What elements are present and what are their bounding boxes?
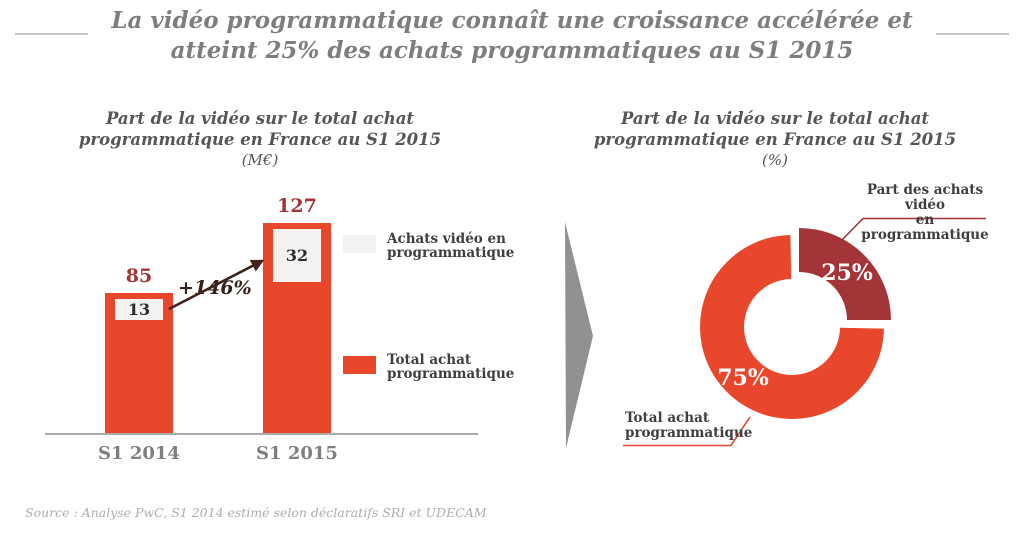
donut-chart-title-line2: programmatique en France au S1 2015: [593, 130, 957, 149]
donut-chart-unit: (%): [762, 151, 788, 169]
donut-label-video-pct: 25%: [821, 260, 873, 286]
legend-item-video: Achats vidéo en programmatique: [343, 232, 514, 260]
legend-swatch-total: [343, 356, 376, 374]
x-axis-line: [45, 433, 478, 435]
transition-arrow-icon: [565, 222, 593, 448]
source-note: Source : Analyse PwC, S1 2014 estimé sel…: [25, 505, 487, 520]
main-title-line2: atteint 25% des achats programmatiques a…: [170, 37, 854, 64]
video-segment-s1-2014: 13: [115, 299, 163, 320]
callout-total-label: Total achat programmatique: [625, 410, 753, 441]
donut-label-total-pct: 75%: [717, 365, 769, 391]
legend-item-total: Total achat programmatique: [343, 353, 514, 381]
legend-label-video: Achats vidéo en programmatique: [387, 231, 515, 261]
bar-chart-title: Part de la vidéo sur le total achat prog…: [50, 108, 470, 171]
main-title-line1: La vidéo programmatique connaît une croi…: [111, 7, 913, 34]
total-value-s1-2015: 127: [277, 195, 317, 217]
category-label-s1-2015: S1 2015: [256, 443, 338, 464]
main-title: La vidéo programmatique connaît une croi…: [0, 6, 1024, 66]
title-rule-left: [15, 33, 88, 35]
bar-chart-plot: 13 85 S1 2014 32 127 S1 2015: [45, 195, 478, 464]
legend-label-total: Total achat programmatique: [387, 352, 515, 382]
legend-swatch-video: [343, 235, 376, 253]
bar-chart-title-line1: Part de la vidéo sur le total achat: [105, 109, 415, 128]
callout-video-label: Part des achats vidéo en programmatique: [861, 182, 989, 243]
donut-slice-video: [799, 228, 891, 320]
donut-slice-total: [700, 235, 884, 419]
total-bar-s1-2015: 32: [263, 223, 331, 433]
donut-chart: [700, 228, 891, 419]
total-value-s1-2014: 85: [125, 265, 153, 287]
title-rule-right: [936, 33, 1009, 35]
category-label-s1-2014: S1 2014: [98, 443, 180, 464]
donut-chart-title: Part de la vidéo sur le total achat prog…: [565, 108, 985, 171]
video-segment-s1-2015: 32: [273, 229, 321, 282]
growth-annotation: +146%: [178, 277, 252, 299]
bar-chart-title-line2: programmatique en France au S1 2015: [78, 130, 442, 149]
bar-chart-unit: (M€): [241, 151, 279, 169]
total-bar-s1-2014: 13: [105, 293, 173, 433]
donut-chart-title-line1: Part de la vidéo sur le total achat: [620, 109, 930, 128]
